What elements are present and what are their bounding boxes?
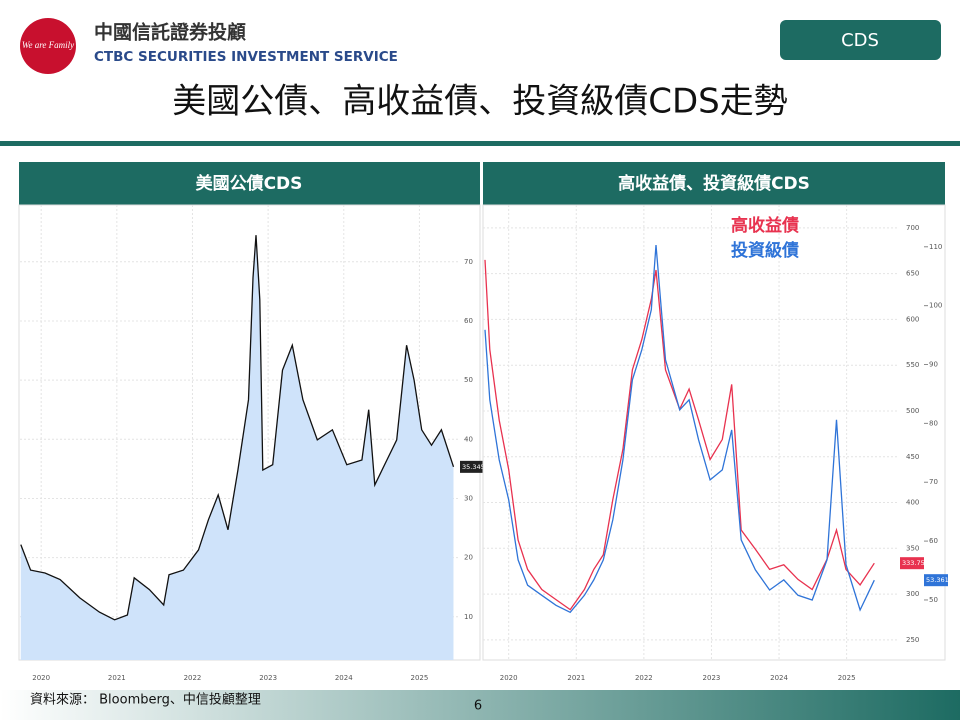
x-tick-label: 2020 — [32, 674, 50, 682]
area — [20, 235, 454, 660]
y-tick-label: 350 — [906, 544, 919, 552]
x-tick-label: 2022 — [635, 674, 653, 682]
tag — [780, 20, 941, 60]
y-tick-label: 30 — [464, 494, 473, 502]
x-tick-label: 2022 — [184, 674, 202, 682]
x-tick-label: 2021 — [108, 674, 126, 682]
line — [484, 244, 875, 614]
y-tick-label: 550 — [906, 361, 919, 369]
line — [20, 235, 455, 621]
last-value-label: 35.345 — [462, 463, 485, 471]
y2-tick-label: 90 — [929, 361, 938, 369]
company-en: CTBC SECURITIES INVESTMENT SERVICE — [94, 49, 398, 65]
y2-tick-label: 70 — [929, 478, 938, 486]
y2-tick-label: 50 — [929, 596, 938, 604]
x-tick-label: 2025 — [838, 674, 856, 682]
legend-entry: 投資級債 — [731, 240, 799, 261]
panel-title: 美國公債CDS — [196, 173, 303, 194]
company-zh: 中國信託證券投顧 — [94, 21, 246, 44]
y-tick-label: 600 — [906, 315, 919, 323]
y-tick-label: 500 — [906, 407, 919, 415]
y-tick-label: 700 — [906, 224, 919, 232]
line — [484, 259, 875, 611]
page-number: 6 — [474, 699, 482, 714]
last-value-label: 333.753 — [902, 559, 929, 567]
panel-header — [19, 162, 480, 205]
x-tick-label: 2020 — [500, 674, 518, 682]
y-tick-label: 250 — [906, 636, 919, 644]
y-tick-label: 60 — [464, 317, 473, 325]
logo-text: We are Family — [22, 40, 74, 50]
last-value-box — [900, 557, 924, 570]
panel-title: 高收益債、投資級債CDS — [618, 173, 810, 194]
logo — [20, 18, 76, 74]
panel-header — [483, 162, 945, 205]
y2-tick-label: 80 — [929, 419, 938, 427]
last-value-box — [924, 574, 948, 587]
source: 資料來源： Bloomberg、中信投顧整理 — [30, 692, 261, 708]
footer-bar — [0, 690, 960, 720]
y-tick-label: 70 — [464, 258, 473, 266]
y-tick-label: 20 — [464, 554, 473, 562]
title: 美國公債、高收益債、投資級債CDS走勢 — [172, 82, 788, 122]
divider — [0, 141, 960, 146]
y-tick-label: 300 — [906, 590, 919, 598]
y-tick-label: 40 — [464, 435, 473, 443]
last-value-box — [460, 460, 484, 473]
x-tick-label: 2024 — [770, 674, 788, 682]
y-tick-label: 400 — [906, 499, 919, 507]
last-value-label: 53.361 — [926, 576, 949, 584]
y2-tick-label: 110 — [929, 243, 942, 251]
plot-bg — [482, 204, 946, 661]
y-tick-label: 650 — [906, 270, 919, 278]
y-tick-label: 450 — [906, 453, 919, 461]
legend-entry: 高收益債 — [731, 215, 799, 236]
x-tick-label: 2025 — [411, 674, 429, 682]
y2-tick-label: 60 — [929, 537, 938, 545]
y2-tick-label: 100 — [929, 302, 942, 310]
y-tick-label: 50 — [464, 376, 473, 384]
x-tick-label: 2023 — [703, 674, 721, 682]
x-tick-label: 2023 — [259, 674, 277, 682]
tag-text: CDS — [841, 30, 879, 51]
x-tick-label: 2024 — [335, 674, 353, 682]
x-tick-label: 2021 — [567, 674, 585, 682]
y-tick-label: 10 — [464, 613, 473, 621]
